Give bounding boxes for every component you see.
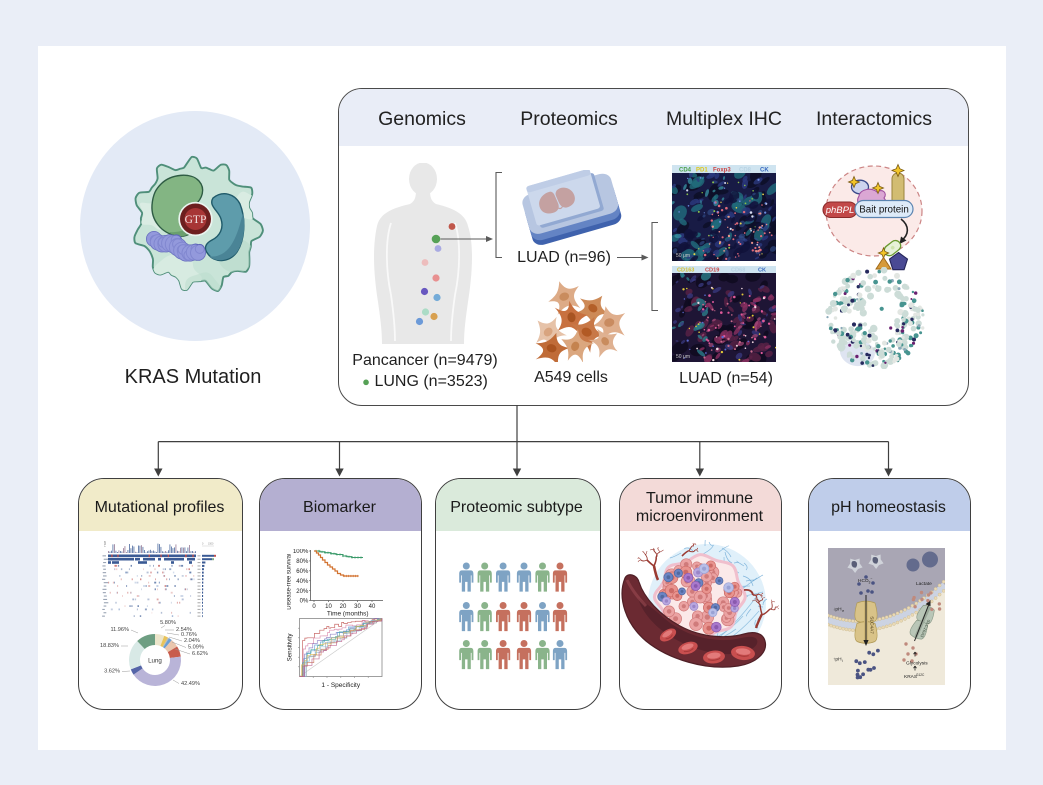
svg-text:Sensitivity: Sensitivity [287,633,294,662]
svg-text:2.54%: 2.54% [176,627,192,633]
svg-text:KRAS: KRAS [904,674,917,680]
svg-text:6.62%: 6.62% [192,651,208,657]
svg-text:100%: 100% [293,549,309,555]
svg-text:3.62%: 3.62% [104,668,120,674]
svg-text:30: 30 [354,604,361,610]
svg-text:GTP: GTP [185,214,207,226]
svg-text:↓pH: ↓pH [833,607,842,613]
svg-text:CK: CK [758,267,766,273]
svg-text:11.96%: 11.96% [110,627,129,633]
svg-text:Disease-free survival: Disease-free survival [287,554,293,610]
svg-text:PD1: PD1 [696,167,708,173]
svg-text:80%: 80% [296,559,309,565]
svg-text:50 μm: 50 μm [676,354,690,360]
svg-text:40%: 40% [296,579,309,585]
svg-text:42.49%: 42.49% [181,681,200,687]
svg-text:1 - Specificity: 1 - Specificity [321,682,360,689]
svg-text:CD19: CD19 [705,267,719,273]
svg-text:↑pH: ↑pH [833,657,842,663]
svg-text:e: e [842,609,844,613]
svg-text:1500: 1500 [208,543,214,546]
svg-text:40: 40 [369,604,376,610]
svg-text:0%: 0% [300,599,309,605]
svg-text:CK: CK [760,167,769,173]
svg-text:HCO: HCO [858,578,869,584]
svg-text:18.83%: 18.83% [100,643,119,649]
svg-text:60%: 60% [296,569,309,575]
svg-text:G12C: G12C [916,673,925,677]
svg-text:Lung: Lung [148,657,162,664]
svg-text:−: − [871,577,873,581]
svg-text:20%: 20% [296,589,309,595]
svg-text:2.04%: 2.04% [184,638,200,644]
svg-text:CD4: CD4 [679,167,692,173]
svg-text:0: 0 [202,543,204,546]
svg-text:CD8: CD8 [739,167,752,173]
svg-text:Time (months): Time (months) [327,611,369,618]
svg-text:0.76%: 0.76% [181,632,197,638]
svg-text:Lactate: Lactate [916,581,932,587]
svg-text:5.09%: 5.09% [188,644,204,650]
svg-text:3: 3 [869,580,871,584]
svg-text:20: 20 [340,604,347,610]
svg-text:50 μm: 50 μm [676,253,690,259]
svg-text:SLC4A7: SLC4A7 [870,616,875,634]
svg-text:5.80%: 5.80% [160,620,176,626]
svg-text:Foxp3: Foxp3 [713,167,731,173]
svg-text:Glycolysis: Glycolysis [906,661,928,667]
svg-text:Bait protein: Bait protein [859,205,909,216]
svg-text:10: 10 [325,604,332,610]
svg-text:TMB: TMB [103,541,107,547]
svg-text:CD68: CD68 [731,267,745,273]
svg-text:0: 0 [312,604,316,610]
svg-text:phBPL: phBPL [825,205,855,216]
svg-text:i: i [842,659,843,663]
svg-text:CD163: CD163 [677,267,694,273]
